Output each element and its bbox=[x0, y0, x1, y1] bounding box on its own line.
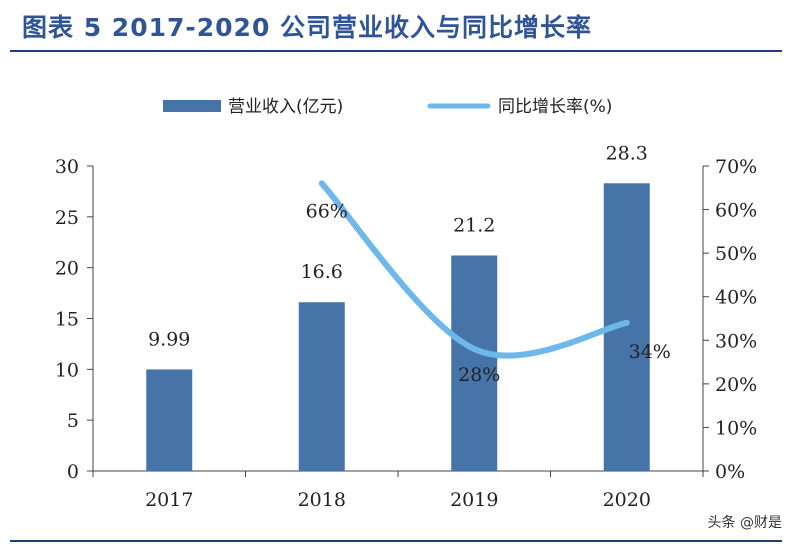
x-tick-label: 2020 bbox=[603, 489, 651, 511]
bar bbox=[146, 369, 193, 471]
y-left-tick-label: 15 bbox=[55, 309, 79, 331]
title-divider bbox=[10, 50, 782, 52]
growth-value-label: 28% bbox=[458, 364, 500, 386]
x-tick-label: 2018 bbox=[298, 489, 346, 511]
growth-line-layer bbox=[318, 180, 630, 359]
data-labels: 9.99 16.6 21.2 28.3 66% 28% 34% bbox=[148, 142, 671, 386]
bar bbox=[451, 255, 498, 471]
growth-point bbox=[319, 180, 325, 186]
bar-value-label: 28.3 bbox=[606, 142, 648, 164]
y-left-tick-label: 10 bbox=[55, 359, 79, 381]
axes: 0 5 10 15 20 25 30 0% 10% 20% 30% 40% 50% 60% 70% 2017 2… bbox=[55, 156, 757, 511]
y-left-tick-label: 20 bbox=[55, 258, 79, 280]
growth-value-label: 34% bbox=[629, 341, 671, 363]
x-tick-label: 2017 bbox=[145, 489, 193, 511]
bar bbox=[298, 302, 345, 471]
bar-value-label: 9.99 bbox=[148, 328, 190, 350]
bars bbox=[146, 183, 650, 472]
x-tick-label: 2019 bbox=[450, 489, 498, 511]
y-right-tick-label: 40% bbox=[715, 287, 757, 309]
y-right-tick-label: 20% bbox=[715, 374, 757, 396]
growth-value-label: 66% bbox=[306, 200, 348, 222]
y-right-tick-label: 70% bbox=[715, 156, 757, 178]
growth-point bbox=[624, 320, 630, 326]
legend: 营业收入(亿元) 同比增长率(%) bbox=[163, 97, 612, 117]
bar-value-label: 16.6 bbox=[301, 261, 343, 283]
growth-point bbox=[471, 346, 477, 352]
y-left-tick-label: 0 bbox=[67, 461, 79, 483]
watermark: 头条 @财是 bbox=[707, 515, 782, 531]
footer-divider bbox=[10, 540, 782, 542]
legend-bar-label: 营业收入(亿元) bbox=[228, 97, 343, 117]
y-left-tick-label: 30 bbox=[55, 156, 79, 178]
y-right-tick-label: 0% bbox=[715, 461, 745, 483]
bar-value-label: 21.2 bbox=[453, 214, 495, 236]
y-right-tick-label: 30% bbox=[715, 330, 757, 352]
y-right-tick-label: 10% bbox=[715, 417, 757, 439]
y-right-tick-label: 60% bbox=[715, 200, 757, 222]
legend-bar-swatch bbox=[163, 100, 221, 112]
figure-title: 图表 5 2017-2020 公司营业收入与同比增长率 bbox=[22, 13, 593, 42]
y-left-tick-label: 25 bbox=[55, 207, 79, 229]
legend-line-label: 同比增长率(%) bbox=[498, 97, 612, 117]
y-left-tick-label: 5 bbox=[67, 410, 79, 432]
y-right-tick-label: 50% bbox=[715, 243, 757, 265]
